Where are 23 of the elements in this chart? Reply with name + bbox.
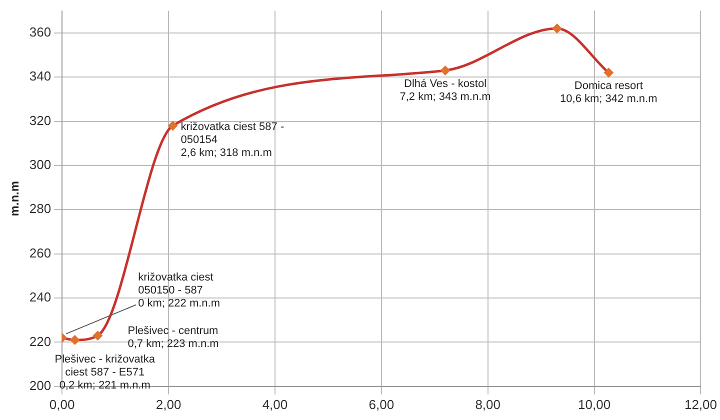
y-tick-label: 360 <box>29 24 52 40</box>
y-tick-label: 340 <box>29 68 52 84</box>
x-tick-label: 2,00 <box>156 396 182 412</box>
y-tick-label: 200 <box>29 378 52 393</box>
annotation: Plešivec - centrum 0,7 km; 223 m.n.m <box>128 325 219 350</box>
annotation: križovatka ciest 587 - 050154 2,6 km; 318 m.n.m <box>180 121 284 160</box>
x-tick-label: 6,00 <box>368 396 394 412</box>
y-axis-title: m.n.m <box>8 180 22 216</box>
x-tick-label: 8,00 <box>475 396 501 412</box>
annotation: križovatka ciest 050150 - 587 0 km; 222 m.n.m <box>138 271 220 310</box>
x-tick-label: 12,00 <box>684 396 718 412</box>
x-tick-label: 4,00 <box>262 396 288 412</box>
x-tick-label: 10,00 <box>578 396 611 412</box>
y-tick-label: 300 <box>29 157 52 172</box>
y-tick-label: 320 <box>29 112 52 128</box>
y-tick-label: 260 <box>29 245 52 260</box>
y-tick-label: 240 <box>29 290 52 305</box>
annotation: Dlhá Ves - kostol 7,2 km; 343 m.n.m <box>400 78 491 103</box>
annotation: Domica resort 10,6 km; 342 m.n.m <box>560 80 658 106</box>
annotation: Plešivec - križovatka ciest 587 - E571 0,2 km; 221 m.n.m <box>54 354 156 392</box>
y-tick-label: 280 <box>29 201 52 216</box>
y-tick-label: 220 <box>29 334 52 349</box>
x-tick-label: 0,00 <box>49 396 75 412</box>
